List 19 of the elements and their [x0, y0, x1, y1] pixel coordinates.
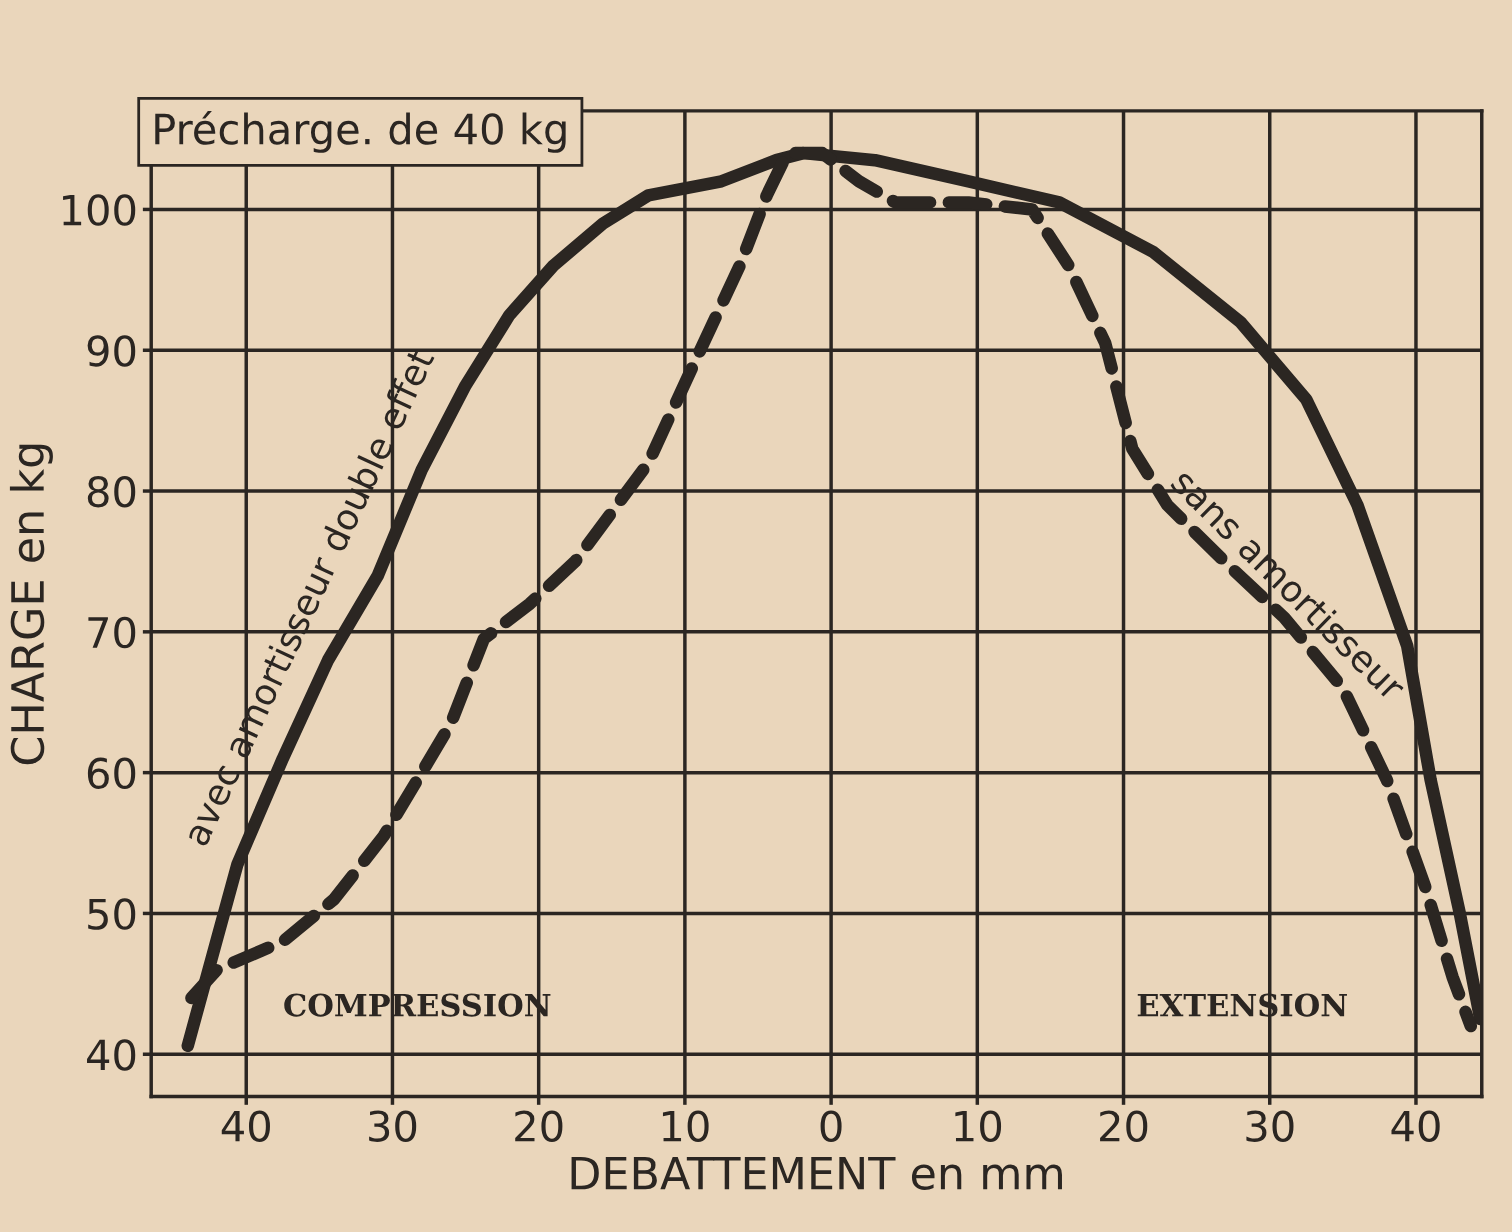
y-tick-label: 40 — [87, 1039, 136, 1071]
x-tick-label: 40 — [1391, 1110, 1440, 1142]
y-tick-label: 80 — [87, 475, 136, 508]
y-tick-label: 100 — [63, 194, 136, 226]
x-axis-title: DEBATTEMENT en mm — [571, 1156, 1062, 1190]
x-tick-label: 30 — [369, 1110, 417, 1142]
x-tick-label: 20 — [1100, 1110, 1148, 1142]
x-tick-label: 0 — [820, 1110, 842, 1142]
chart-title: Précharge. de 40 kg — [155, 110, 566, 153]
x-tick-label: 10 — [662, 1110, 709, 1142]
x-tick-label: 30 — [1246, 1110, 1294, 1142]
y-tick-label: 60 — [87, 757, 136, 790]
y-tick-label: 90 — [87, 335, 136, 367]
x-tick-label: 10 — [955, 1110, 1002, 1142]
x-tick-label: 40 — [221, 1110, 270, 1142]
y-tick-label: 50 — [88, 898, 136, 930]
y-axis-title: CHARGE en kg — [9, 444, 53, 765]
y-tick-label: 70 — [88, 616, 136, 649]
x-tick-label: 20 — [515, 1110, 563, 1142]
